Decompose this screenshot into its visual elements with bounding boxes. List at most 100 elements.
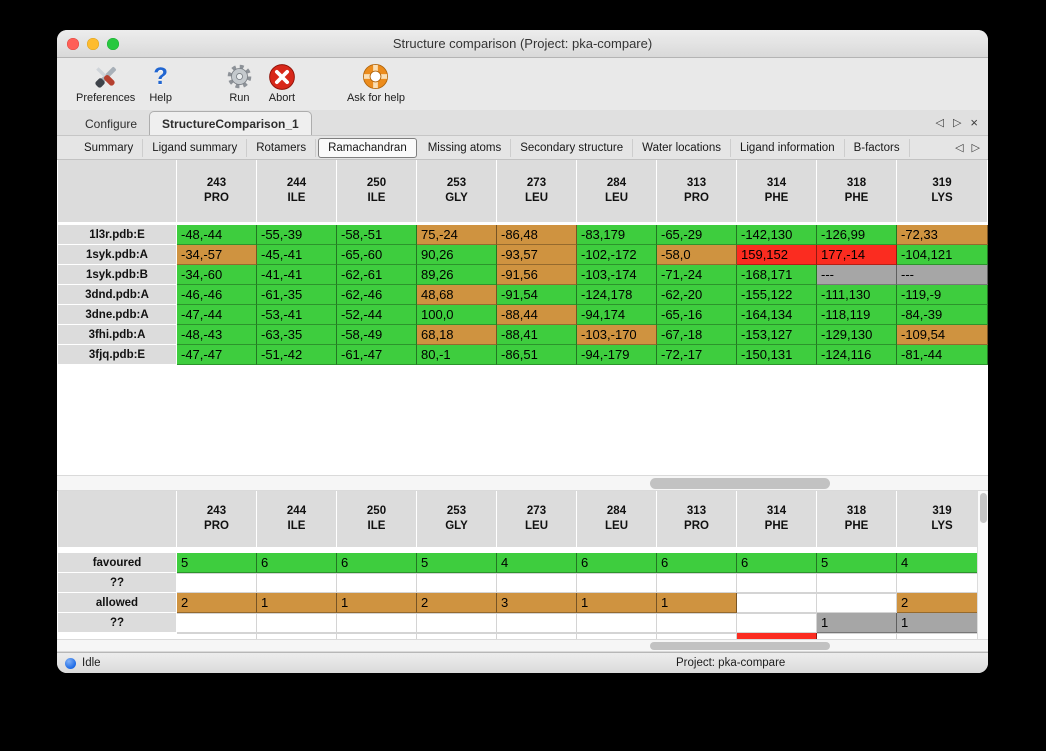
tab-prev-icon[interactable]: ◁ (935, 117, 944, 129)
table-cell[interactable]: 100,0 (417, 305, 497, 325)
table-cell[interactable] (817, 593, 897, 613)
preferences-button[interactable]: Preferences (69, 61, 142, 104)
table-cell[interactable]: -155,122 (737, 285, 817, 305)
table-cell[interactable]: -34,-57 (177, 245, 257, 265)
column-header-273[interactable]: 273 LEU (497, 160, 576, 222)
table-cell[interactable]: -104,121 (897, 245, 988, 265)
table-cell[interactable] (257, 573, 337, 593)
table-cell[interactable]: 6 (737, 553, 817, 573)
row-label[interactable]: 3fjq.pdb:E (58, 345, 176, 365)
table-cell[interactable]: 1 (657, 593, 737, 613)
row-label[interactable]: 1l3r.pdb:E (58, 225, 176, 245)
column-header-250[interactable]: 250 ILE (337, 491, 416, 547)
table-cell[interactable]: -126,99 (817, 225, 897, 245)
table-cell[interactable]: -94,174 (577, 305, 657, 325)
column-header-284[interactable]: 284 LEU (577, 160, 656, 222)
table-cell[interactable]: --- (817, 265, 897, 285)
row-label[interactable]: 3dne.pdb:A (58, 305, 176, 325)
table-cell[interactable] (657, 613, 737, 633)
subtab-b-factors[interactable]: B-factors (845, 138, 910, 157)
table-cell[interactable]: -164,134 (737, 305, 817, 325)
close-button[interactable] (67, 37, 79, 50)
row-label[interactable]: favoured (58, 553, 176, 573)
table-cell[interactable]: 4 (897, 553, 988, 573)
table-cell[interactable]: -142,130 (737, 225, 817, 245)
table-cell[interactable]: -58,-51 (337, 225, 417, 245)
row-label[interactable]: 1syk.pdb:A (58, 245, 176, 265)
table-cell[interactable] (337, 633, 417, 639)
table-cell[interactable] (417, 633, 497, 639)
table-cell[interactable]: 6 (257, 553, 337, 573)
table-cell[interactable]: -88,44 (497, 305, 577, 325)
table-cell[interactable]: -119,-9 (897, 285, 988, 305)
tab-configure[interactable]: Configure (85, 117, 138, 131)
table-cell[interactable]: 5 (817, 553, 897, 573)
titlebar[interactable]: Structure comparison (Project: pka-compa… (57, 30, 988, 58)
table-cell[interactable] (897, 573, 988, 593)
table-cell[interactable] (497, 633, 577, 639)
table-cell[interactable]: -71,-24 (657, 265, 737, 285)
table-cell[interactable] (657, 573, 737, 593)
table-cell[interactable]: 3 (497, 593, 577, 613)
table-cell[interactable]: 2 (417, 593, 497, 613)
table-cell[interactable]: -41,-41 (257, 265, 337, 285)
table-cell[interactable]: -118,119 (817, 305, 897, 325)
table-cell[interactable]: -65,-29 (657, 225, 737, 245)
row-label[interactable]: ?? (58, 573, 176, 593)
table-cell[interactable]: -102,-172 (577, 245, 657, 265)
table-cell[interactable] (417, 613, 497, 633)
table-cell[interactable] (337, 573, 417, 593)
column-header-314[interactable]: 314 PHE (737, 491, 816, 547)
table-cell[interactable] (737, 633, 817, 639)
table-cell[interactable]: -168,171 (737, 265, 817, 285)
table-cell[interactable]: -62,-46 (337, 285, 417, 305)
table-cell[interactable]: -150,131 (737, 345, 817, 365)
table-cell[interactable]: -52,-44 (337, 305, 417, 325)
column-header-243[interactable]: 243 PRO (177, 491, 256, 547)
table-cell[interactable]: 1 (817, 613, 897, 633)
subtab-prev-icon[interactable]: ◁ (955, 142, 964, 154)
table-cell[interactable]: 5 (177, 553, 257, 573)
column-header-244[interactable]: 244 ILE (257, 491, 336, 547)
horizontal-scrollbar-main[interactable] (57, 475, 988, 491)
table-cell[interactable]: -51,-42 (257, 345, 337, 365)
table-cell[interactable] (177, 573, 257, 593)
table-cell[interactable]: -129,130 (817, 325, 897, 345)
ask-for-help-button[interactable]: Ask for help (340, 61, 412, 104)
table-cell[interactable]: -91,56 (497, 265, 577, 285)
table-cell[interactable] (817, 633, 897, 639)
scrollbar-thumb[interactable] (650, 642, 830, 650)
table-cell[interactable] (577, 613, 657, 633)
table-cell[interactable]: 68,18 (417, 325, 497, 345)
column-header-273[interactable]: 273 LEU (497, 491, 576, 547)
table-cell[interactable]: -86,48 (497, 225, 577, 245)
run-button[interactable]: Run (219, 61, 260, 104)
table-cell[interactable]: 4 (497, 553, 577, 573)
table-cell[interactable]: 6 (577, 553, 657, 573)
table-cell[interactable] (177, 613, 257, 633)
table-cell[interactable]: -93,57 (497, 245, 577, 265)
table-cell[interactable]: -58,-49 (337, 325, 417, 345)
vertical-scrollbar-summary[interactable] (977, 491, 988, 639)
table-cell[interactable]: 1 (337, 593, 417, 613)
table-cell[interactable]: -81,-44 (897, 345, 988, 365)
table-cell[interactable] (577, 633, 657, 639)
table-cell[interactable] (257, 633, 337, 639)
table-cell[interactable]: 90,26 (417, 245, 497, 265)
subtab-summary[interactable]: Summary (75, 138, 144, 157)
row-label[interactable]: ?? (58, 613, 176, 633)
subtab-missing-atoms[interactable]: Missing atoms (419, 138, 512, 157)
table-cell[interactable] (177, 633, 257, 639)
table-cell[interactable]: 1 (257, 593, 337, 613)
table-cell[interactable]: -61,-35 (257, 285, 337, 305)
column-header-319[interactable]: 319 LYS (897, 160, 987, 222)
minimize-button[interactable] (87, 37, 99, 50)
table-cell[interactable]: -65,-60 (337, 245, 417, 265)
table-cell[interactable]: 48,68 (417, 285, 497, 305)
table-cell[interactable]: 75,-24 (417, 225, 497, 245)
subtab-water-locations[interactable]: Water locations (633, 138, 731, 157)
tab-next-icon[interactable]: ▷ (952, 117, 962, 129)
table-cell[interactable]: -34,-60 (177, 265, 257, 285)
table-cell[interactable]: -72,33 (897, 225, 988, 245)
column-header-319[interactable]: 319 LYS (897, 491, 987, 547)
